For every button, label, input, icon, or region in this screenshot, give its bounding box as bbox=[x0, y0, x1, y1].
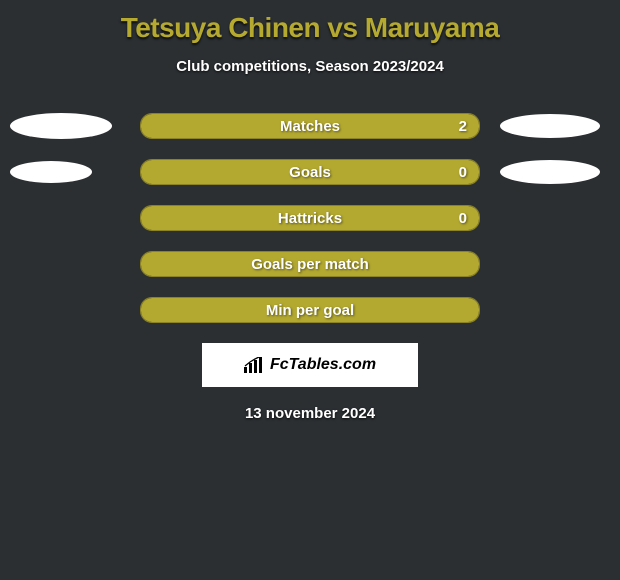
stat-row: Goals per match bbox=[0, 251, 620, 277]
stat-value: 0 bbox=[459, 160, 467, 184]
source-badge: FcTables.com bbox=[202, 343, 418, 387]
left-ellipse bbox=[10, 113, 112, 139]
stat-label: Hattricks bbox=[141, 206, 479, 230]
stat-bar: Goals per match bbox=[140, 251, 480, 277]
stat-value: 2 bbox=[459, 114, 467, 138]
stat-label: Matches bbox=[141, 114, 479, 138]
stat-row: Min per goal bbox=[0, 297, 620, 323]
stat-value: 0 bbox=[459, 206, 467, 230]
stat-label: Min per goal bbox=[141, 298, 479, 322]
stat-bar: Matches2 bbox=[140, 113, 480, 139]
left-ellipse bbox=[10, 161, 92, 183]
stat-row: Matches2 bbox=[0, 113, 620, 139]
stat-row: Hattricks0 bbox=[0, 205, 620, 231]
stat-row: Goals0 bbox=[0, 159, 620, 185]
subtitle: Club competitions, Season 2023/2024 bbox=[0, 58, 620, 75]
source-badge-text: FcTables.com bbox=[270, 356, 376, 374]
chart-icon bbox=[244, 357, 264, 373]
comparison-card: Tetsuya Chinen vs Maruyama Club competit… bbox=[0, 0, 620, 422]
date-text: 13 november 2024 bbox=[0, 405, 620, 422]
stat-bar: Hattricks0 bbox=[140, 205, 480, 231]
stat-rows: Matches2Goals0Hattricks0Goals per matchM… bbox=[0, 113, 620, 323]
stat-bar: Goals0 bbox=[140, 159, 480, 185]
stat-bar: Min per goal bbox=[140, 297, 480, 323]
right-ellipse bbox=[500, 114, 600, 138]
stat-label: Goals bbox=[141, 160, 479, 184]
page-title: Tetsuya Chinen vs Maruyama bbox=[0, 12, 620, 44]
right-ellipse bbox=[500, 160, 600, 184]
stat-label: Goals per match bbox=[141, 252, 479, 276]
